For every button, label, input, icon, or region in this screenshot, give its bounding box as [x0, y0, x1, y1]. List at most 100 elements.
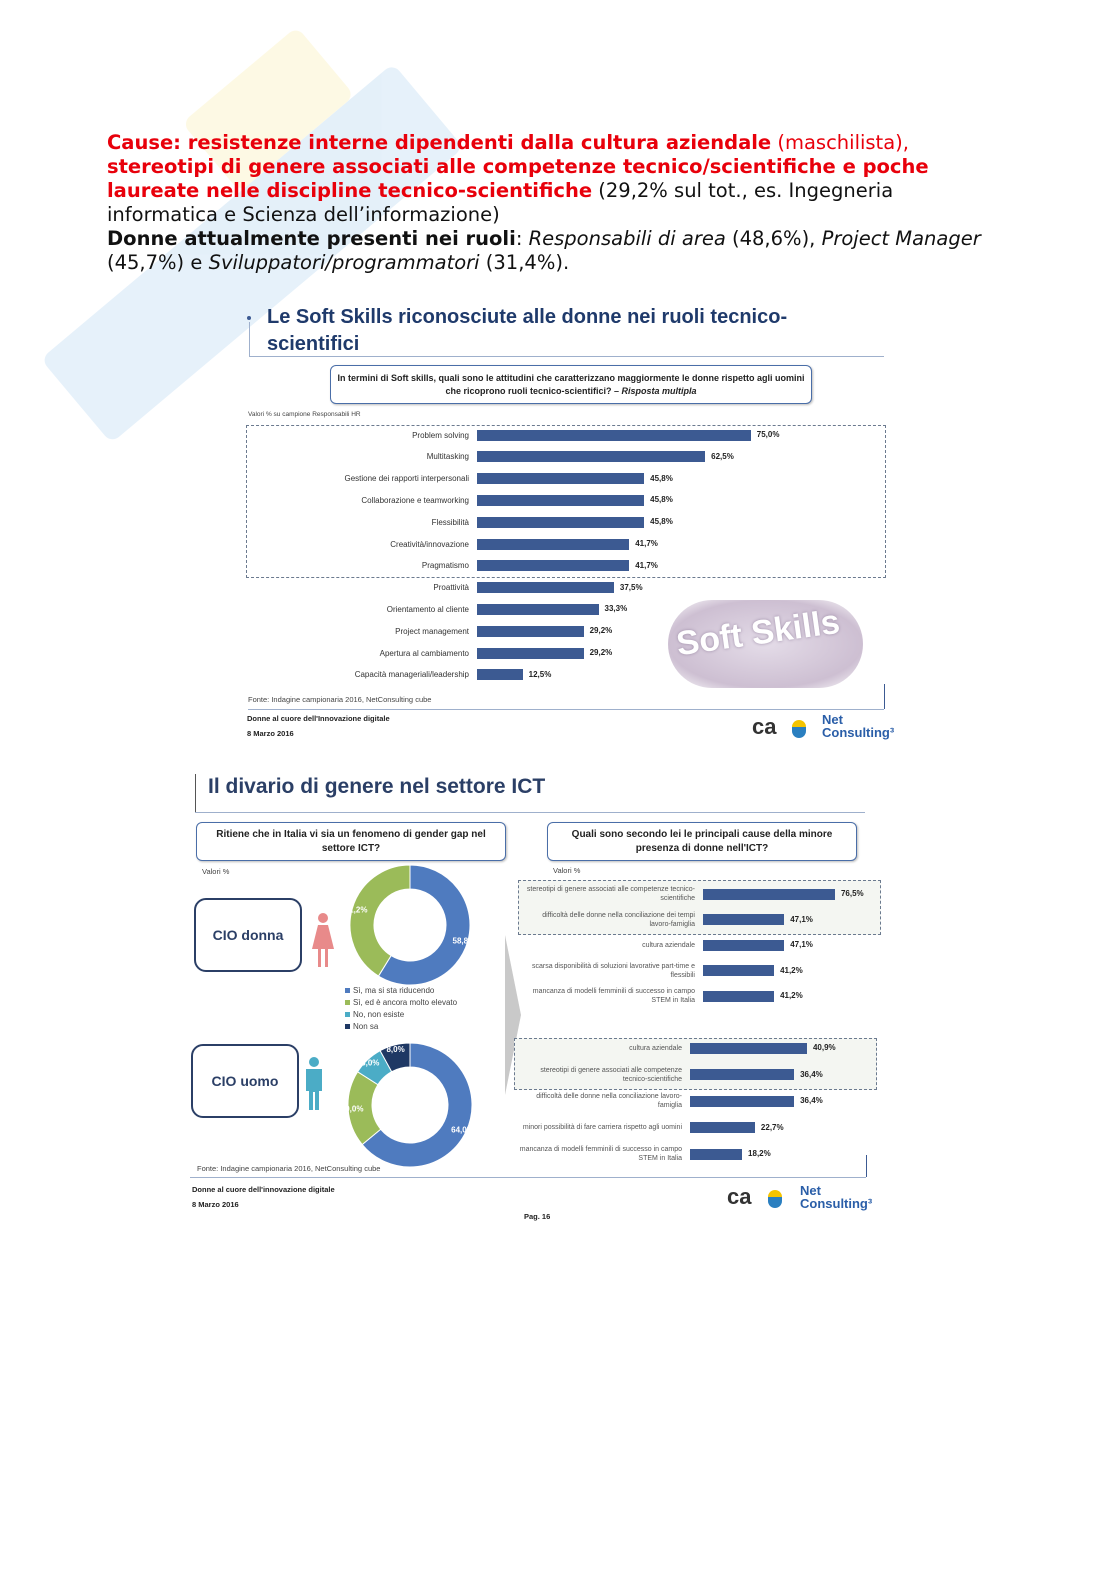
bar-label: Gestione dei rapporti interpersonali	[344, 474, 469, 484]
source-note: Fonte: Indagine campionaria 2016, NetCon…	[197, 1164, 381, 1173]
sun-logo	[768, 1190, 782, 1208]
bar	[477, 603, 599, 615]
bar-label: cultura aziendale	[629, 1044, 682, 1052]
bar-value: 47,1%	[790, 940, 813, 949]
legend-swatch	[345, 988, 350, 993]
legend-item: Non sa	[345, 1021, 457, 1033]
bar-value: 45,8%	[650, 473, 673, 483]
slice-label: 8,0%	[386, 1045, 404, 1054]
cio-uomo-box: CIO uomo	[191, 1044, 299, 1118]
donut-slice	[377, 864, 471, 986]
slide-title: Le Soft Skills riconosciute alle donne n…	[267, 306, 788, 355]
roles-heading: Donne attualmente presenti nei ruoli	[107, 227, 516, 250]
sun-logo	[792, 720, 806, 738]
donut-slice	[361, 1042, 473, 1168]
text-span: (29,2% sul tot., es. Ingegneria informat…	[107, 179, 894, 226]
bar	[703, 914, 785, 925]
values-label: Valori %	[553, 866, 581, 875]
netconsulting-logo: Net Consulting³	[800, 1183, 873, 1211]
bar-value: 41,7%	[635, 539, 658, 548]
bar	[703, 939, 785, 951]
footer-date: 8 Marzo 2016	[247, 729, 294, 738]
bar-value: 47,1%	[790, 914, 813, 924]
bar-value: 76,5%	[840, 889, 864, 898]
soft-skills-cloud	[668, 600, 863, 688]
slice-label: 41,2%	[345, 906, 368, 915]
bar-label: Pragmatismo	[421, 561, 469, 571]
netconsulting-logo: Net Consulting³	[822, 712, 895, 740]
ca-logo: ca	[727, 1184, 752, 1209]
question-text: In termini di Soft skills, quali sono le…	[337, 372, 805, 396]
divider	[195, 774, 196, 812]
bar-value: 45,8%	[650, 495, 673, 505]
slice-label: 64,0%	[451, 1126, 474, 1135]
slide-title: Il divario di genere nel settore ICT	[208, 775, 546, 798]
bar-value: 41,2%	[780, 965, 803, 975]
bar	[477, 429, 751, 441]
text-span: Project Manager	[821, 227, 981, 250]
bar	[477, 494, 645, 506]
bullet-dot	[247, 316, 251, 320]
footer-date: 8 Marzo 2016	[192, 1200, 239, 1209]
bar-value: 29,2%	[589, 626, 613, 636]
legend-swatch	[345, 1012, 350, 1017]
bar-label: scarsa disponibilità di soluzioni lavora…	[531, 962, 695, 979]
slice-label: 20,0%	[341, 1105, 364, 1114]
woman-icon	[312, 913, 334, 967]
text-span: (48,6%),	[725, 227, 822, 250]
donut-slice	[379, 1042, 411, 1073]
bar-value: 12,5%	[528, 669, 552, 679]
legend-item: Sì, ed è ancora molto elevato	[345, 997, 457, 1009]
bar-value: 41,2%	[780, 991, 803, 1000]
cause-heading: Cause: resistenze interne dipendenti dal…	[107, 131, 772, 154]
body-text: Cause: resistenze interne dipendenti dal…	[107, 131, 1007, 275]
bar	[690, 1148, 743, 1160]
footer-title: Donne al cuore dell'Innovazione digitale	[247, 714, 390, 723]
bar	[477, 538, 630, 550]
legend-swatch	[345, 1000, 350, 1005]
bar-value: 36,4%	[800, 1096, 823, 1105]
bar-value: 36,4%	[800, 1069, 823, 1079]
legend-label: Sì, ed è ancora molto elevato	[353, 998, 458, 1007]
legend-item: Sì, ma si sta riducendo	[345, 985, 457, 997]
bar-label: difficoltà delle donne nella conciliazio…	[536, 1093, 682, 1109]
sample-note: Valori % su campione Responsabili HR	[248, 411, 361, 418]
bar	[477, 625, 584, 637]
bar-label: cultura aziendale	[642, 941, 695, 949]
arrow-chevron	[505, 935, 521, 1095]
bar-label: Creatività/innovazione	[390, 539, 469, 549]
question-text: Quali sono secondo lei le principali cau…	[571, 828, 833, 854]
divider	[884, 684, 885, 709]
ca-logo: ca	[752, 714, 777, 739]
bar	[690, 1122, 755, 1133]
text-span: (31,4%).	[479, 251, 570, 274]
footer-title: Donne al cuore dell'innovazione digitale	[192, 1185, 335, 1194]
bar-label: minori possibilità di fare carriera risp…	[522, 1124, 682, 1131]
bar-label: Collaborazione e teamworking	[361, 495, 469, 505]
bar	[690, 1042, 807, 1054]
bar	[477, 582, 614, 594]
bar-label: Flessibilità	[431, 517, 469, 527]
legend-label: Sì, ma si sta riducendo	[353, 986, 435, 995]
bar-value: 22,7%	[760, 1122, 784, 1132]
bar-label: stereotipi di genere associati alle comp…	[526, 886, 695, 902]
bar-value: 37,5%	[619, 582, 643, 592]
bar	[477, 516, 645, 528]
bar-label: Project management	[395, 626, 469, 636]
donut-legend: Sì, ma si sta riducendo Sì, ed è ancora m…	[345, 985, 457, 1033]
bar-label: Apertura al cambiamento	[379, 648, 469, 658]
legend-item: No, non esiste	[345, 1009, 457, 1021]
man-icon	[306, 1057, 322, 1110]
text-span: (maschilista),	[771, 131, 909, 154]
slice-label: 58,8%	[453, 936, 476, 945]
legend-label: Non sa	[353, 1022, 379, 1031]
divider	[190, 1177, 866, 1178]
text-span: Responsabili di area	[528, 227, 726, 250]
bar-value: 33,3%	[604, 604, 628, 614]
bar-label: difficoltà delle donne nella conciliazio…	[542, 911, 695, 928]
page-number: Pag. 16	[524, 1212, 551, 1221]
bar-value: 62,5%	[711, 451, 734, 461]
source-note: Fonte: Indagine campionaria 2016, NetCon…	[248, 695, 432, 704]
question-box-left: Ritiene che in Italia vi sia un fenomeno…	[196, 822, 506, 861]
